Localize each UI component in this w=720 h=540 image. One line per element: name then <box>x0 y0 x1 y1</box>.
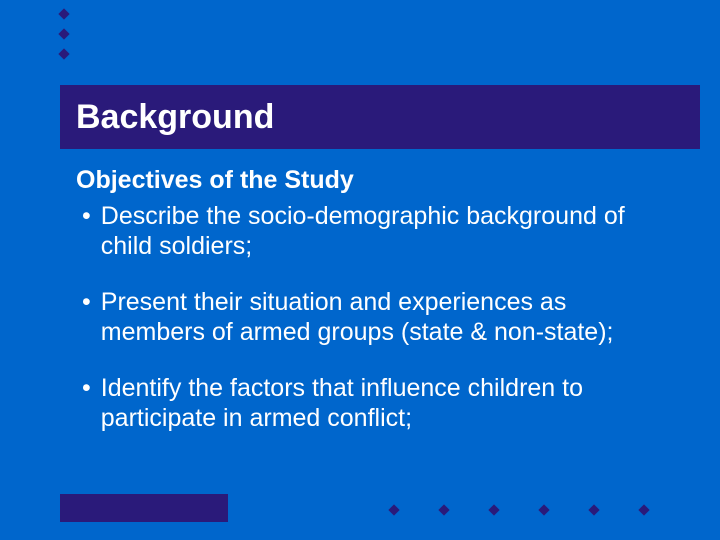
bullet-marker: • <box>82 201 91 231</box>
diamond-icon <box>538 504 549 515</box>
bullet-marker: • <box>82 373 91 403</box>
bottom-diamond-decoration <box>390 506 648 514</box>
bullet-item: • Present their situation and experience… <box>76 287 660 347</box>
bullet-item: • Describe the socio-demographic backgro… <box>76 201 660 261</box>
bullet-item: • Identify the factors that influence ch… <box>76 373 660 433</box>
diamond-icon <box>488 504 499 515</box>
title-bar: Background <box>60 85 700 149</box>
bullet-text: Describe the socio-demographic backgroun… <box>101 201 660 261</box>
diamond-icon <box>58 28 69 39</box>
content-area: Objectives of the Study • Describe the s… <box>76 166 660 459</box>
bullet-text: Present their situation and experiences … <box>101 287 660 347</box>
bullet-text: Identify the factors that influence chil… <box>101 373 660 433</box>
bullet-marker: • <box>82 287 91 317</box>
top-diamond-decoration <box>60 10 68 58</box>
slide-title: Background <box>76 98 274 137</box>
diamond-icon <box>58 8 69 19</box>
diamond-icon <box>438 504 449 515</box>
diamond-icon <box>638 504 649 515</box>
diamond-icon <box>58 48 69 59</box>
diamond-icon <box>388 504 399 515</box>
subtitle: Objectives of the Study <box>76 166 660 195</box>
bottom-accent-bar <box>60 494 228 522</box>
diamond-icon <box>588 504 599 515</box>
